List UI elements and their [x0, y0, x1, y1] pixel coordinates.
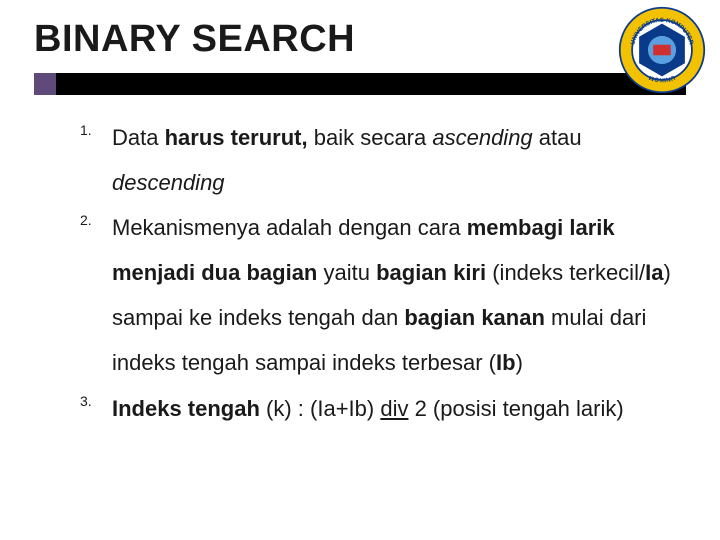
text: (indeks terkecil/	[492, 260, 645, 285]
text: (k) : (Ia+Ib)	[266, 396, 380, 421]
text-bold: bagian kiri	[376, 260, 492, 285]
text: 2 (posisi tengah larik)	[408, 396, 623, 421]
text-italic: ascending	[432, 125, 532, 150]
text-underline: div	[380, 396, 408, 421]
list-number: 3.	[80, 386, 112, 431]
text: yaitu	[323, 260, 376, 285]
slide-title: BINARY SEARCH	[34, 18, 686, 61]
text: )	[516, 350, 523, 375]
list-number: 2.	[80, 205, 112, 385]
text-bold: harus terurut,	[165, 125, 314, 150]
content-list: 1. Data harus terurut, baik secara ascen…	[34, 115, 686, 431]
text-bold: Indeks tengah	[112, 396, 266, 421]
list-item: 2. Mekanismenya adalah dengan cara memba…	[80, 205, 678, 385]
list-body: Mekanismenya adalah dengan cara membagi …	[112, 205, 678, 385]
list-body: Indeks tengah (k) : (Ia+Ib) div 2 (posis…	[112, 386, 624, 431]
slide: UNIVERSITAS KOMPUTER UNIKOM BINARY SEARC…	[0, 0, 720, 540]
text: Data	[112, 125, 165, 150]
list-number: 1.	[80, 115, 112, 205]
text: atau	[533, 125, 582, 150]
bar-main	[56, 73, 686, 95]
university-logo: UNIVERSITAS KOMPUTER UNIKOM	[618, 6, 706, 94]
list-body: Data harus terurut, baik secara ascendin…	[112, 115, 678, 205]
list-item: 3. Indeks tengah (k) : (Ia+Ib) div 2 (po…	[80, 386, 678, 431]
text: Mekanismenya adalah dengan cara	[112, 215, 467, 240]
text-bold: bagian kanan	[404, 305, 551, 330]
bar-accent	[34, 73, 56, 95]
text-italic: descending	[112, 170, 225, 195]
text: baik secara	[314, 125, 433, 150]
text-bold: Ib	[496, 350, 516, 375]
title-underline-bar	[34, 73, 686, 95]
text-bold: Ia	[645, 260, 663, 285]
list-item: 1. Data harus terurut, baik secara ascen…	[80, 115, 678, 205]
